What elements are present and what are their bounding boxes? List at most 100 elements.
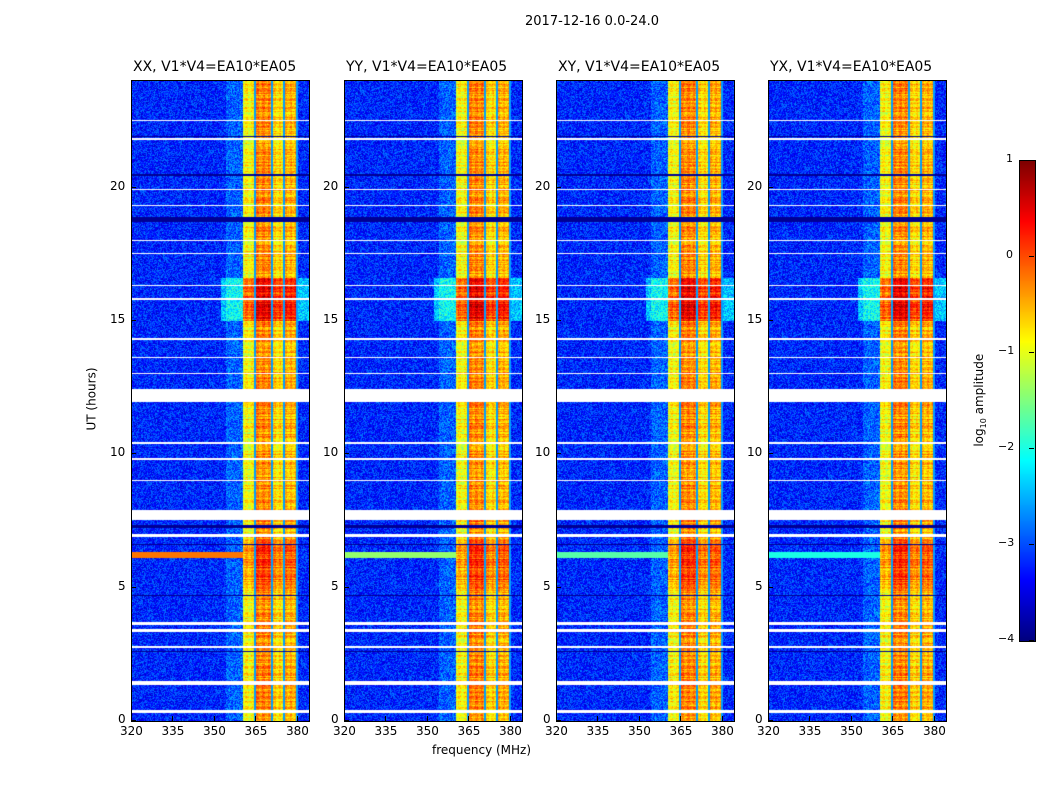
y-tick-label: 5 <box>331 578 339 593</box>
y-tick <box>344 720 349 721</box>
colorbar-tick <box>1029 544 1034 545</box>
x-tick-label: 350 <box>627 724 651 738</box>
x-tick <box>344 716 345 721</box>
colorbar-tick-label: −2 <box>998 440 1015 453</box>
y-tick-label: 20 <box>323 178 339 193</box>
x-tick <box>172 716 174 721</box>
y-tick <box>556 186 561 188</box>
colorbar-tick-label: 1 <box>1006 152 1013 165</box>
panel-title: YX, V1*V4=EA10*EA05 <box>770 59 933 75</box>
y-tick <box>131 320 136 321</box>
y-tick-label: 15 <box>110 312 126 326</box>
x-tick-label: 350 <box>415 724 439 738</box>
y-tick <box>344 186 349 188</box>
x-tick-label: 335 <box>374 724 398 738</box>
colorbar-tick-label: 0 <box>1006 248 1013 261</box>
y-tick-label: 20 <box>535 178 551 193</box>
x-tick <box>468 716 470 721</box>
x-tick <box>850 716 852 721</box>
colorbar-tick-label: −4 <box>998 632 1015 645</box>
figure-title: 2017-12-16 0.0-24.0 <box>525 14 659 29</box>
y-tick <box>768 453 773 455</box>
x-tick-label: 380 <box>710 724 734 738</box>
y-tick <box>768 720 773 721</box>
heatmap-panel <box>344 80 523 722</box>
y-tick-label: 10 <box>110 445 126 460</box>
x-tick <box>213 716 215 721</box>
colorbar-tick <box>1029 352 1034 353</box>
x-tick <box>638 716 640 721</box>
x-tick-label: 320 <box>757 724 780 738</box>
y-tick <box>556 453 561 455</box>
y-tick <box>131 453 136 455</box>
y-tick-label: 15 <box>747 312 763 326</box>
heatmap-image <box>769 81 946 721</box>
x-tick <box>296 716 298 721</box>
colorbar <box>1019 160 1036 642</box>
panel-title: XY, V1*V4=EA10*EA05 <box>558 59 721 75</box>
y-tick <box>768 186 773 188</box>
y-tick <box>131 720 136 721</box>
colorbar-tick-label: −3 <box>998 536 1015 549</box>
colorbar-tick <box>1029 640 1034 641</box>
y-tick-label: 5 <box>755 578 763 593</box>
x-tick <box>768 716 769 721</box>
x-tick <box>680 716 682 721</box>
x-tick-label: 350 <box>202 724 226 738</box>
x-tick <box>809 716 811 721</box>
x-tick-label: 380 <box>285 724 309 738</box>
y-tick-label: 20 <box>110 178 126 193</box>
panel-title: YY, V1*V4=EA10*EA05 <box>346 59 508 75</box>
heatmap-image <box>132 81 309 721</box>
x-tick <box>933 716 935 721</box>
y-tick-label: 0 <box>118 712 126 726</box>
x-tick-label: 335 <box>798 724 822 738</box>
y-tick <box>344 320 349 321</box>
y-tick-label: 10 <box>747 445 763 460</box>
x-tick <box>597 716 599 721</box>
panel-title: XX, V1*V4=EA10*EA05 <box>133 59 297 75</box>
y-tick-label: 0 <box>755 712 763 726</box>
x-tick-label: 365 <box>244 724 268 738</box>
x-tick-label: 320 <box>545 724 568 738</box>
x-axis-label: frequency (MHz) <box>432 743 532 757</box>
colorbar-label: log10 amplitude <box>971 353 989 447</box>
y-tick-label: 0 <box>543 712 551 726</box>
x-tick <box>131 716 132 721</box>
x-tick <box>509 716 511 721</box>
x-tick <box>892 716 894 721</box>
x-tick <box>556 716 557 721</box>
x-tick <box>255 716 257 721</box>
colorbar-tick <box>1029 160 1034 161</box>
x-tick-label: 380 <box>922 724 946 738</box>
y-tick <box>131 586 136 588</box>
heatmap-image <box>345 81 522 721</box>
x-tick-label: 320 <box>333 724 356 738</box>
heatmap-panel <box>131 80 310 722</box>
y-tick-label: 15 <box>323 312 339 326</box>
x-tick-label: 335 <box>161 724 185 738</box>
y-tick <box>556 720 561 721</box>
y-tick <box>344 586 349 588</box>
x-tick-label: 365 <box>881 724 905 738</box>
colorbar-tick <box>1029 448 1034 449</box>
x-tick <box>426 716 428 721</box>
y-tick-label: 20 <box>747 178 763 193</box>
y-tick <box>768 586 773 588</box>
heatmap-panel <box>768 80 947 722</box>
colorbar-tick-label: −1 <box>998 344 1015 357</box>
y-tick <box>344 453 349 455</box>
x-tick-label: 335 <box>586 724 610 738</box>
y-tick-label: 10 <box>323 445 339 460</box>
y-tick <box>768 320 773 321</box>
x-tick <box>721 716 723 721</box>
y-tick-label: 15 <box>535 312 551 326</box>
y-tick-label: 0 <box>331 712 339 726</box>
heatmap-panel <box>556 80 735 722</box>
colorbar-tick <box>1029 256 1034 257</box>
x-tick-label: 380 <box>498 724 522 738</box>
y-tick <box>556 586 561 588</box>
y-tick-label: 5 <box>543 578 551 593</box>
x-tick <box>385 716 387 721</box>
